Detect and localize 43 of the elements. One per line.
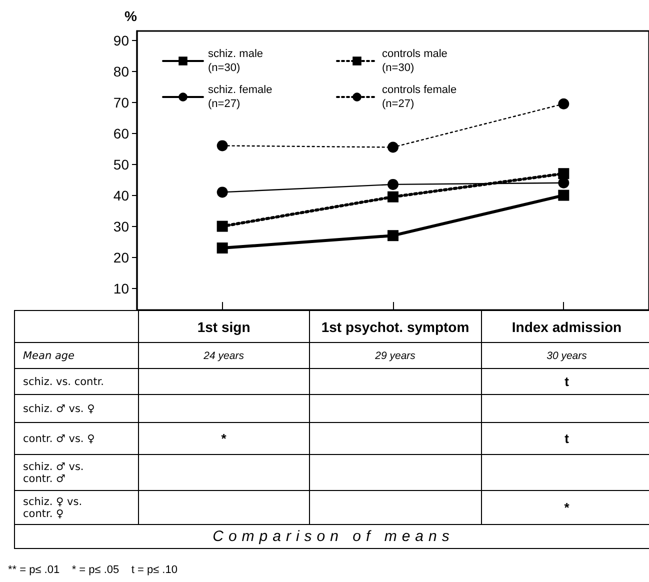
legend-label: controls male (n=30) [382,48,448,74]
text: * [481,490,649,524]
point [216,220,228,232]
point [388,191,398,202]
point [558,168,570,180]
text: 24 years [138,342,310,368]
x-tick-label: Index admission [481,310,649,342]
y-tick-label: 60 [113,125,130,142]
point [388,230,398,242]
point [388,142,398,153]
text: ** = p≤ .01 * = p≤ .05 t = p≤ .10 [8,564,178,576]
point [216,140,228,152]
point [216,242,228,254]
y-tick-label: 50 [113,156,130,172]
y-tick-label: 90 [113,32,130,48]
text: t [481,368,649,394]
x-tick-label: 1st psychot. symptom [310,310,482,342]
y-tick-label: 40 [113,187,130,204]
text: schiz. ♂ vs. ♀ [14,394,138,422]
text: schiz. ♀ vs. contr. ♀ [14,490,138,524]
y-axis-title: % [124,8,138,24]
text: Mean age [14,342,138,368]
x-tick-label: 1st sign [138,310,310,342]
text: t [481,422,649,454]
text: contr. ♂ vs. ♀ [14,422,138,454]
point [558,190,570,201]
text: * [138,422,310,454]
y-tick-label: 70 [113,94,130,110]
legend-label: schiz. female (n=27) [208,84,272,110]
text: Comparison of means [14,524,649,548]
legend-label: controls female (n=27) [382,84,457,110]
y-tick-label: 30 [113,218,130,234]
point [216,186,228,198]
y-tick-label: 80 [113,63,130,80]
legend-label: schiz. male (n=30) [208,48,264,74]
point [388,178,398,190]
point [558,98,570,110]
text: 30 years [481,342,649,368]
text: 29 years [310,342,482,368]
y-tick-label: 10 [113,280,130,296]
y-tick-label: 20 [113,249,130,266]
text: schiz. ♂ vs. contr. ♂ [14,454,138,490]
text: schiz. vs. contr. [14,368,138,394]
